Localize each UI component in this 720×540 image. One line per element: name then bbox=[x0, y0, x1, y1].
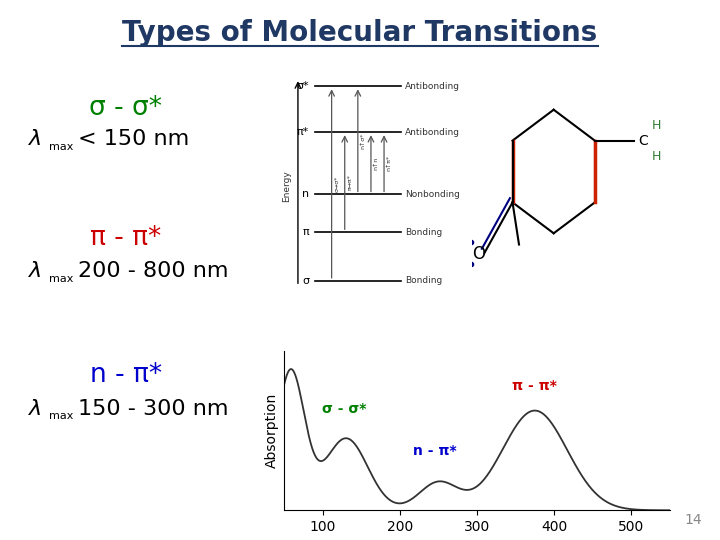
Text: Types of Molecular Transitions: Types of Molecular Transitions bbox=[122, 19, 598, 47]
Text: max: max bbox=[49, 142, 73, 152]
Y-axis label: Absorption: Absorption bbox=[265, 393, 279, 468]
Text: π: π bbox=[302, 227, 309, 237]
Text: H: H bbox=[652, 119, 662, 132]
Text: Bonding: Bonding bbox=[405, 228, 442, 237]
Text: 200 - 800 nm: 200 - 800 nm bbox=[78, 261, 228, 281]
Text: π - π*: π - π* bbox=[91, 225, 161, 251]
Text: π - π*: π - π* bbox=[513, 379, 557, 393]
Text: Antibonding: Antibonding bbox=[405, 82, 459, 91]
Text: max: max bbox=[49, 411, 73, 421]
Text: n - π*: n - π* bbox=[90, 362, 162, 388]
Text: n↑σ*: n↑σ* bbox=[361, 132, 366, 149]
Text: π→π*: π→π* bbox=[348, 174, 353, 190]
Text: Antibonding: Antibonding bbox=[405, 128, 459, 137]
Text: n - π*: n - π* bbox=[413, 444, 456, 458]
Text: σ - σ*: σ - σ* bbox=[323, 402, 366, 416]
Text: max: max bbox=[49, 274, 73, 284]
Text: O: O bbox=[472, 245, 485, 264]
Text: H: H bbox=[652, 150, 662, 163]
Text: n: n bbox=[302, 190, 309, 199]
Text: 14: 14 bbox=[685, 512, 702, 526]
Text: σ→σ*: σ→σ* bbox=[334, 176, 339, 192]
Text: λ: λ bbox=[29, 261, 42, 281]
Text: λ: λ bbox=[29, 129, 42, 150]
Text: π*: π* bbox=[297, 127, 309, 137]
Text: σ*: σ* bbox=[297, 82, 309, 91]
Text: σ - σ*: σ - σ* bbox=[89, 95, 163, 121]
Text: Energy: Energy bbox=[282, 171, 291, 202]
Text: Nonbonding: Nonbonding bbox=[405, 190, 459, 199]
Text: σ: σ bbox=[302, 276, 309, 286]
Text: < 150 nm: < 150 nm bbox=[78, 129, 189, 150]
Text: λ: λ bbox=[29, 399, 42, 419]
Text: n↑n: n↑n bbox=[374, 157, 379, 170]
Text: Bonding: Bonding bbox=[405, 276, 442, 285]
Text: C: C bbox=[638, 133, 648, 147]
Text: 150 - 300 nm: 150 - 300 nm bbox=[78, 399, 228, 419]
Text: n↑π*: n↑π* bbox=[387, 156, 392, 171]
